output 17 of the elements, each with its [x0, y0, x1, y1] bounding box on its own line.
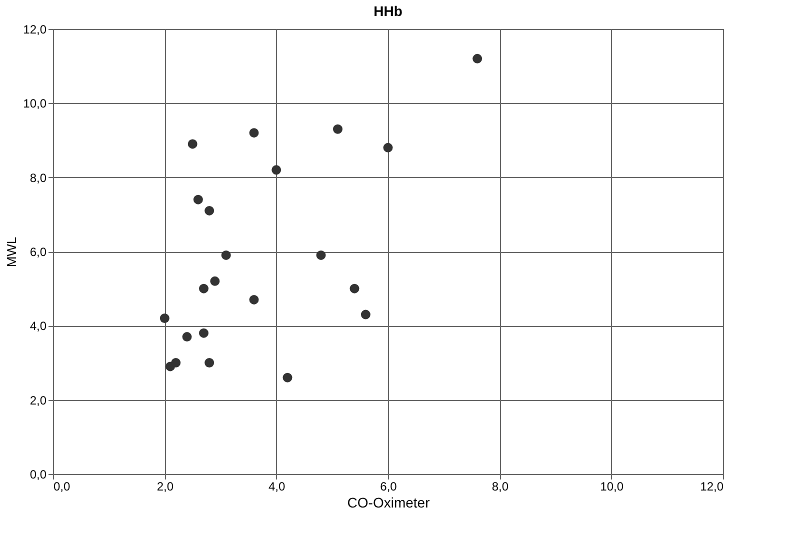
- y-axis-title: MWL: [4, 236, 20, 268]
- x-tick-label: 12,0: [700, 480, 724, 494]
- x-tick-label: 10,0: [600, 480, 624, 494]
- y-tick-label: 10,0: [23, 96, 47, 111]
- y-tick-label: 8,0: [30, 170, 47, 185]
- y-tick-label: 12,0: [23, 22, 47, 36]
- y-tick-label: 2,0: [30, 393, 47, 408]
- x-tick-label: 6,0: [380, 480, 398, 494]
- x-tick-label: 8,0: [492, 480, 509, 494]
- x-tick-label: 4,0: [268, 480, 286, 494]
- chart-title: HHb: [374, 3, 402, 19]
- x-axis-title: CO-Oximeter: [347, 494, 430, 510]
- x-tick-label: 0,0: [54, 480, 71, 494]
- y-tick-label: 4,0: [30, 319, 47, 334]
- x-tick-label: 2,0: [156, 480, 174, 494]
- y-tick-label: 0,0: [30, 468, 47, 482]
- y-tick-label: 6,0: [30, 245, 47, 259]
